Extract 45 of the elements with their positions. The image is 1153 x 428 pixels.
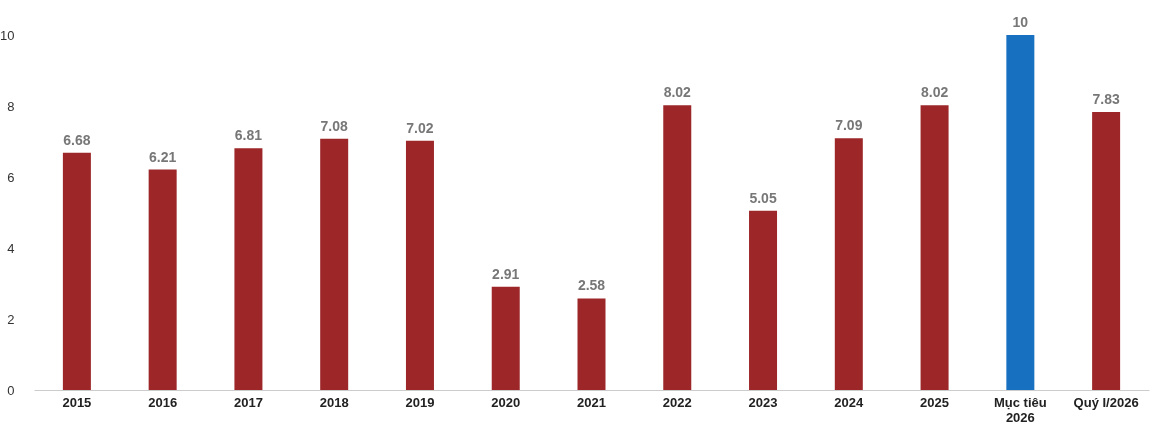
data-label: 7.09 bbox=[835, 117, 863, 134]
x-tick-label: 2017 bbox=[233, 394, 263, 410]
x-tick-label: 2016 bbox=[148, 394, 178, 410]
data-label: 2.91 bbox=[492, 265, 520, 282]
data-label: 6.68 bbox=[63, 131, 91, 148]
x-tick-label: 2018 bbox=[319, 394, 349, 410]
x-tick-label: 2025 bbox=[920, 394, 950, 410]
y-tick-label: 6 bbox=[7, 169, 15, 185]
data-label: 8.02 bbox=[663, 84, 692, 101]
bar bbox=[320, 138, 349, 390]
bar bbox=[405, 140, 434, 390]
data-label: 5.05 bbox=[749, 189, 777, 206]
y-tick-label: 2 bbox=[7, 311, 15, 327]
bar bbox=[663, 105, 692, 390]
bar bbox=[148, 169, 177, 390]
data-label: 7.08 bbox=[320, 117, 349, 134]
bar bbox=[920, 105, 949, 390]
y-tick-label: 4 bbox=[7, 240, 15, 256]
bar bbox=[834, 138, 863, 390]
data-label: 7.83 bbox=[1092, 91, 1120, 108]
data-label: 2.58 bbox=[577, 277, 606, 294]
x-tick-label: 2015 bbox=[62, 394, 92, 410]
data-label: 7.02 bbox=[406, 119, 434, 136]
bar bbox=[577, 298, 606, 390]
y-tick-label: 10 bbox=[0, 27, 15, 43]
x-tick-label: 2023 bbox=[748, 394, 778, 410]
bar bbox=[234, 148, 263, 390]
x-tick-label: Mục tiêu 2026 bbox=[993, 394, 1047, 425]
data-label: 8.02 bbox=[920, 84, 949, 101]
bar bbox=[1006, 35, 1035, 390]
data-label: 6.81 bbox=[234, 127, 263, 144]
x-tick-label: 2021 bbox=[577, 394, 606, 410]
y-tick-label: 8 bbox=[7, 98, 15, 114]
x-tick-label: 2020 bbox=[491, 394, 521, 410]
bar bbox=[491, 286, 520, 390]
bar bbox=[749, 210, 778, 390]
y-tick-label: 0 bbox=[7, 382, 15, 398]
bar bbox=[62, 152, 91, 390]
x-tick-label: 2022 bbox=[662, 394, 692, 410]
data-label: 6.21 bbox=[149, 148, 177, 165]
x-tick-label: 2024 bbox=[834, 394, 865, 410]
x-tick-label: Quý I/2026 bbox=[1073, 394, 1139, 410]
bar bbox=[1092, 112, 1121, 390]
data-label: 10 bbox=[1012, 14, 1029, 30]
x-tick-label: 2019 bbox=[405, 394, 435, 410]
